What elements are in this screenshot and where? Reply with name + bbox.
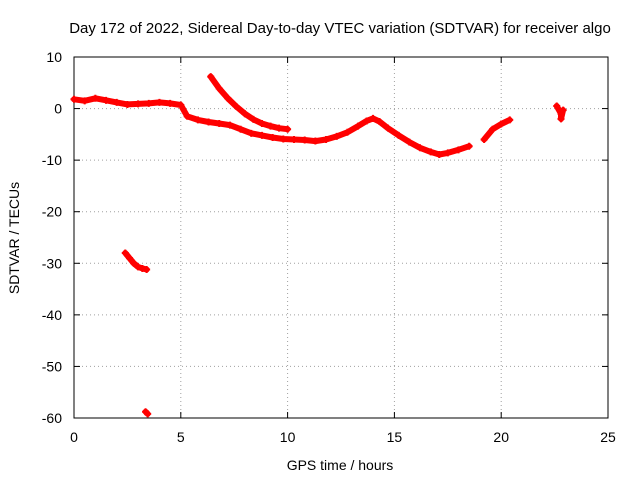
data-point: [215, 120, 223, 128]
data-point: [123, 100, 131, 108]
data-point: [497, 120, 505, 128]
data-marks: [70, 73, 567, 418]
x-tick-label: 15: [387, 429, 403, 445]
data-point: [284, 125, 292, 133]
data-point: [444, 149, 452, 157]
data-point: [102, 96, 110, 104]
y-tick-label: -10: [42, 152, 62, 168]
data-point: [322, 136, 330, 144]
data-point: [155, 98, 163, 106]
data-point: [405, 138, 413, 146]
data-point: [205, 118, 213, 126]
series-low-arc: [121, 249, 151, 273]
data-point: [241, 110, 249, 118]
data-point: [489, 125, 497, 133]
y-tick-label: -20: [42, 204, 62, 220]
series-descending-arc: [207, 73, 292, 133]
x-axis-label: GPS time / hours: [287, 457, 394, 473]
data-point: [166, 99, 174, 107]
series-line: [71, 95, 473, 158]
y-tick-label: -60: [42, 410, 62, 426]
data-point: [145, 99, 153, 107]
data-point: [290, 136, 298, 144]
data-point: [427, 148, 435, 156]
data-point: [81, 97, 89, 105]
y-axis-label: SDTVAR / TECUs: [6, 182, 22, 294]
grid-lines: [74, 57, 608, 418]
data-point: [134, 263, 142, 271]
data-point: [384, 124, 392, 132]
data-point: [258, 131, 266, 139]
data-point: [207, 73, 215, 81]
tick-labels: 0 5 10 15 20 25 10 0 -10 -20 -30 -40 -50 -60: [42, 49, 616, 445]
data-point: [416, 144, 424, 152]
data-point: [269, 133, 277, 141]
data-point: [354, 122, 362, 130]
axis-ticks: [73, 56, 609, 419]
data-point: [249, 115, 257, 123]
y-tick-label: 10: [46, 49, 62, 65]
x-tick-label: 10: [280, 429, 296, 445]
data-point: [237, 125, 245, 133]
series-line: [481, 116, 513, 143]
data-point: [375, 117, 383, 125]
data-point: [247, 129, 255, 137]
series-post-midday: [480, 116, 514, 144]
data-point: [465, 142, 473, 150]
data-point: [275, 124, 283, 132]
data-point: [363, 117, 371, 125]
series-outlier: [142, 408, 152, 418]
data-point: [557, 115, 565, 123]
data-point: [559, 106, 567, 114]
data-point: [113, 98, 121, 106]
x-tick-label: 25: [600, 429, 616, 445]
data-point: [226, 121, 234, 129]
y-tick-label: -50: [42, 358, 62, 374]
data-point: [143, 265, 151, 273]
data-point: [279, 135, 287, 143]
data-point: [267, 122, 275, 130]
chart-title: Day 172 of 2022, Sidereal Day-to-day VTE…: [69, 20, 611, 37]
y-tick-label: 0: [54, 101, 62, 117]
data-point: [177, 101, 185, 109]
data-point: [183, 112, 191, 120]
y-tick-label: -40: [42, 307, 62, 323]
plot-frame: [73, 56, 609, 419]
data-point: [454, 146, 462, 154]
data-point: [333, 132, 341, 140]
data-point: [138, 264, 146, 272]
data-point: [134, 100, 142, 108]
data-point: [369, 114, 377, 122]
x-tick-label: 5: [177, 429, 185, 445]
data-point: [343, 128, 351, 136]
data-point: [311, 137, 319, 145]
data-point: [70, 95, 78, 103]
data-point: [126, 254, 134, 262]
data-point: [232, 103, 240, 111]
data-point: [553, 102, 561, 110]
x-tick-label: 20: [493, 429, 509, 445]
data-point: [224, 94, 232, 102]
data-point: [480, 136, 488, 144]
data-point: [395, 131, 403, 139]
series-line: [207, 73, 291, 133]
data-point: [215, 84, 223, 92]
series-main-band: [70, 94, 473, 158]
series-late-cluster: [553, 102, 567, 123]
data-point: [194, 116, 202, 124]
data-point: [301, 136, 309, 144]
data-point: [121, 249, 129, 257]
data-point: [130, 259, 138, 267]
x-tick-label: 0: [70, 429, 78, 445]
y-tick-label: -30: [42, 255, 62, 271]
data-point: [506, 116, 514, 124]
data-point: [144, 410, 152, 418]
data-point: [258, 120, 266, 128]
data-point: [435, 150, 443, 158]
data-point: [91, 94, 99, 102]
